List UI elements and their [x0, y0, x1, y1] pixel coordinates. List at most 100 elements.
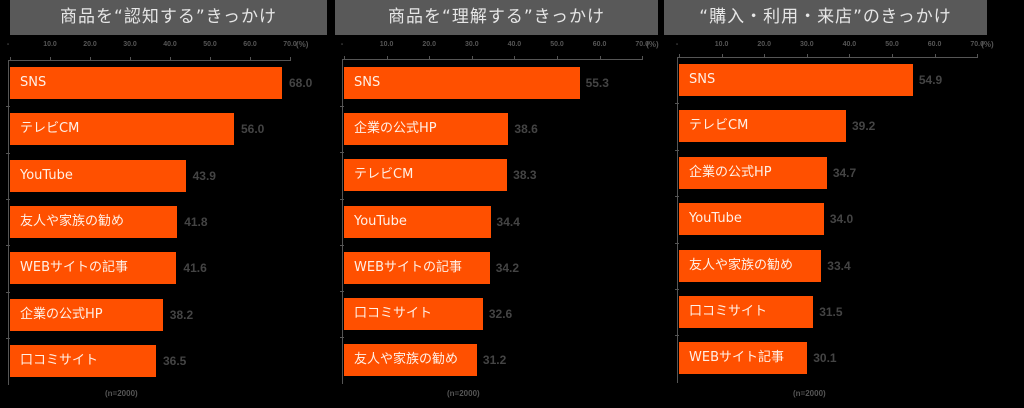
bar-value-label: 31.5 — [819, 305, 843, 319]
bar-value-label: 31.2 — [482, 353, 507, 367]
x-tick-label: 60.0 — [592, 41, 607, 48]
bar-value-label: 38.3 — [513, 168, 537, 182]
x-tick-mark — [764, 54, 766, 58]
x-tick-mark — [130, 57, 131, 61]
chart-title: 商品を“理解する”きっかけ — [335, 0, 658, 35]
chart-title: 商品を“認知する”きっかけ — [10, 0, 327, 35]
y-tick-mark — [675, 289, 679, 290]
x-tick-label: 10.0 — [43, 41, 57, 48]
x-tick-mark — [599, 56, 601, 60]
y-tick-mark — [6, 199, 10, 200]
x-axis-line — [342, 59, 643, 60]
x-tick-label: 10.0 — [379, 41, 394, 48]
x-tick-mark — [90, 57, 91, 61]
sample-size-note: (n=2000) — [793, 389, 826, 398]
x-axis-line — [8, 60, 290, 61]
bar-category-label: YouTube — [354, 214, 407, 229]
bar: 友人や家族の勧め — [10, 206, 178, 238]
bar-value-label: 41.8 — [184, 215, 208, 229]
y-tick-mark — [675, 196, 679, 197]
bar-value-label: 38.6 — [514, 122, 538, 136]
x-tick-mark — [934, 54, 936, 58]
x-tick-label: 40.0 — [842, 41, 857, 48]
x-tick-mark — [806, 54, 808, 58]
x-axis-unit: (%) — [981, 40, 994, 49]
y-axis-line — [8, 60, 9, 386]
x-tick-label: - — [340, 41, 344, 48]
bar-value-label: 36.5 — [163, 354, 187, 368]
x-tick-label: 70.0 — [970, 41, 984, 48]
bar: 口コミサイト — [679, 296, 814, 328]
bar-category-label: テレビCM — [20, 121, 80, 136]
bar: SNS — [679, 64, 913, 96]
y-tick-mark — [340, 291, 344, 292]
bar-category-label: YouTube — [20, 168, 73, 183]
x-axis-unit: (%) — [296, 40, 309, 49]
bar-value-label: 34.0 — [829, 212, 854, 226]
x-tick-mark — [514, 56, 516, 60]
bar: WEBサイトの記事 — [344, 252, 490, 284]
y-tick-mark — [6, 153, 10, 154]
bar-category-label: テレビCM — [354, 167, 414, 182]
bar: SNS — [10, 67, 282, 99]
x-tick-mark — [429, 56, 431, 60]
y-tick-mark — [6, 292, 10, 293]
bar-category-label: 口コミサイト — [689, 304, 768, 319]
x-tick-mark — [344, 56, 345, 60]
x-tick-label: 30.0 — [799, 41, 814, 48]
x-tick-label: 70.0 — [635, 41, 649, 48]
bar-value-label: 38.2 — [169, 308, 194, 322]
bar-category-label: SNS — [20, 75, 47, 90]
x-tick-mark — [679, 54, 680, 58]
bar-value-label: 68.0 — [289, 76, 313, 90]
x-tick-label: 60.0 — [927, 41, 942, 48]
y-tick-mark — [675, 335, 679, 336]
y-tick-mark — [675, 103, 679, 104]
x-tick-label: - — [6, 41, 10, 48]
x-tick-label: 10.0 — [714, 41, 729, 48]
y-axis-line — [342, 59, 343, 385]
y-tick-mark — [340, 337, 344, 338]
y-tick-mark — [340, 152, 344, 153]
sample-size-note: (n=2000) — [105, 389, 138, 398]
bar-category-label: 友人や家族の勧め — [354, 352, 459, 367]
x-tick-mark — [977, 54, 979, 58]
bar-category-label: 友人や家族の勧め — [689, 258, 794, 273]
x-tick-label: 20.0 — [83, 41, 97, 48]
bar: テレビCM — [10, 113, 234, 145]
x-axis-unit: (%) — [646, 40, 659, 49]
bar: YouTube — [344, 206, 491, 238]
bar-value-label: 41.6 — [183, 261, 207, 275]
bar: YouTube — [679, 203, 824, 235]
bar: WEBサイトの記事 — [10, 252, 177, 284]
x-tick-label: 40.0 — [507, 41, 522, 48]
bar-value-label: 32.6 — [488, 307, 513, 321]
x-tick-mark — [892, 54, 893, 58]
bar-value-label: 34.2 — [495, 261, 520, 275]
x-tick-mark — [849, 54, 851, 58]
bar-value-label: 43.9 — [192, 169, 216, 183]
bar-category-label: WEBサイト記事 — [689, 350, 784, 365]
y-tick-mark — [340, 245, 344, 246]
y-tick-mark — [6, 338, 10, 339]
bar: YouTube — [10, 160, 186, 192]
y-tick-mark — [675, 243, 679, 244]
x-tick-mark — [50, 57, 51, 61]
bar-value-label: 54.9 — [918, 73, 943, 87]
bar-category-label: 友人や家族の勧め — [20, 214, 125, 229]
sample-size-note: (n=2000) — [447, 389, 480, 398]
x-tick-mark — [290, 57, 291, 61]
x-tick-label: 40.0 — [163, 41, 177, 48]
x-tick-mark — [386, 56, 388, 60]
bar: 口コミサイト — [344, 298, 483, 330]
bar: WEBサイト記事 — [679, 342, 808, 374]
bar-value-label: 30.1 — [813, 351, 837, 365]
bar-value-label: 34.4 — [496, 215, 520, 229]
x-tick-mark — [170, 57, 171, 61]
x-tick-mark — [210, 57, 211, 61]
bar-category-label: 口コミサイト — [20, 353, 99, 368]
y-tick-mark — [340, 106, 344, 107]
x-tick-label: 30.0 — [123, 41, 137, 48]
